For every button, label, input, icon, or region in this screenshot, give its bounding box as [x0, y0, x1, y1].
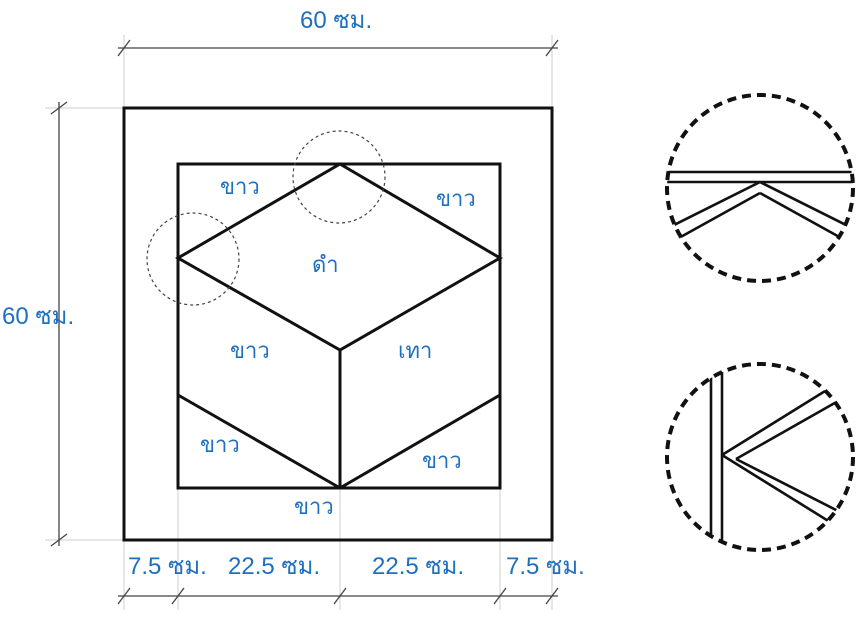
- region-label-bottom-left: ขาว: [200, 432, 240, 457]
- bottom-left-diagonal: [177, 393, 341, 490]
- region-label-top-left: ขาว: [220, 174, 260, 199]
- region-label-bottom-right: ขาว: [422, 448, 462, 473]
- bottom-segment-4-label: 7.5 ซม.: [506, 553, 585, 580]
- extension-lines: [45, 35, 553, 610]
- top-dimension-line: [117, 39, 559, 57]
- region-label-right-face: เทา: [398, 338, 432, 363]
- region-label-top-right: ขาว: [436, 186, 476, 211]
- left-dimension-line: [50, 101, 68, 547]
- top-width-label: 60 ซม.: [300, 7, 372, 34]
- outer-square: [122, 106, 554, 542]
- detail-view-left-junction: [665, 362, 855, 552]
- bottom-segment-1-label: 7.5 ซม.: [128, 553, 207, 580]
- region-label-top-face: ดำ: [312, 252, 339, 277]
- region-label-bottom-center: ขาว: [294, 494, 334, 519]
- bottom-segment-2-label: 22.5 ซม.: [228, 553, 320, 580]
- detail-circle-top: [292, 130, 386, 224]
- detail-view-top-junction: [665, 93, 855, 283]
- bottom-right-diagonal: [339, 393, 501, 490]
- detail-circle-left: [146, 212, 240, 306]
- region-label-left-face: ขาว: [230, 338, 270, 363]
- bottom-dimension-line: [117, 587, 559, 605]
- bottom-segment-3-label: 22.5 ซม.: [372, 553, 464, 580]
- left-height-label: 60 ซม.: [2, 303, 74, 330]
